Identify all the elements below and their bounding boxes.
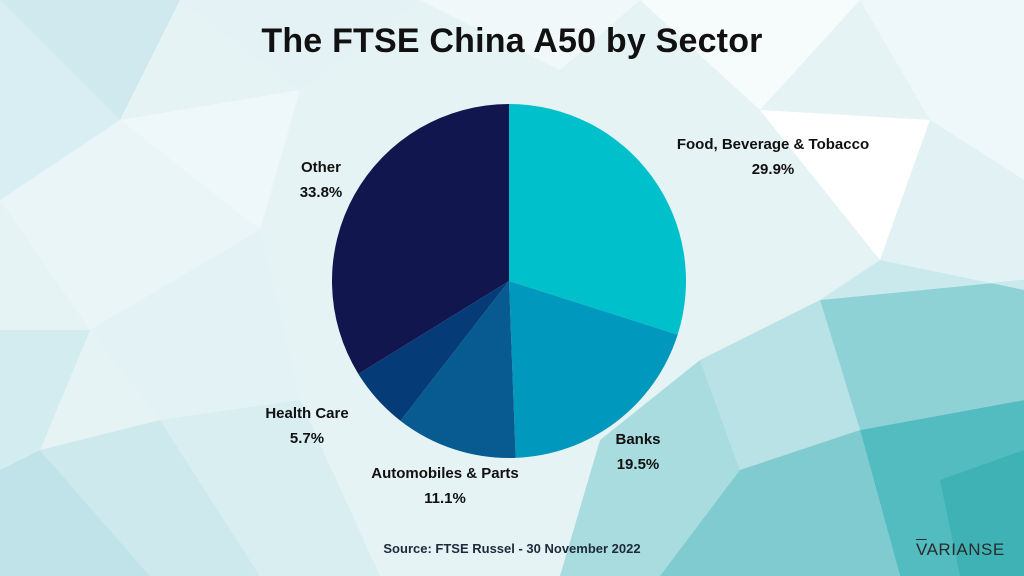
label-autos-value: 11.1% [424, 490, 466, 507]
brand-logo: VARIANSE [916, 540, 1005, 559]
label-banks-name: Banks [615, 431, 660, 448]
pie-slices [331, 103, 687, 458]
label-food-name: Food, Beverage & Tobacco [677, 136, 869, 153]
label-other-name: Other [301, 159, 341, 176]
label-autos-name: Automobiles & Parts [371, 465, 519, 482]
slice-banks [509, 281, 678, 458]
label-banks-value: 19.5% [617, 456, 660, 473]
label-health-value: 5.7% [290, 430, 324, 447]
slice-food-beverage-tobacco [509, 104, 687, 335]
chart-title: The FTSE China A50 by Sector [261, 22, 763, 60]
label-food-value: 29.9% [752, 161, 795, 178]
slice-automobiles-parts [400, 281, 516, 458]
label-other-value: 33.8% [300, 184, 343, 201]
source-note: Source: FTSE Russel - 30 November 2022 [383, 541, 641, 556]
label-health-name: Health Care [265, 405, 348, 422]
slice-other [331, 103, 509, 374]
slice-health-care [358, 281, 509, 421]
